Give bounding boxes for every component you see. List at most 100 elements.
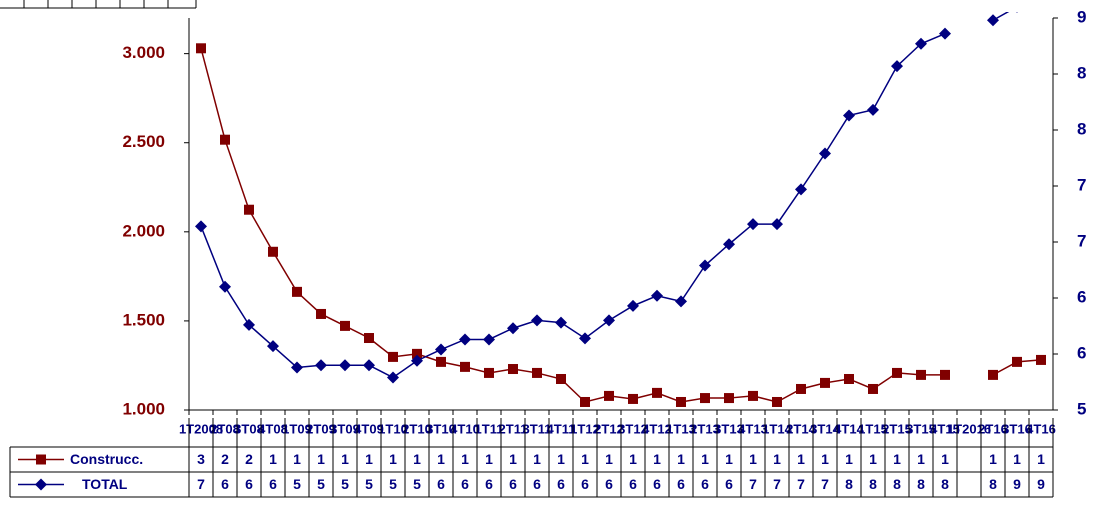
table-cell: 1: [509, 451, 517, 467]
data-point: [555, 316, 567, 329]
table-cell: 6: [461, 476, 469, 492]
legend-label: Construcc.: [70, 451, 143, 467]
data-point: [196, 43, 206, 54]
table-cell: 3: [197, 451, 205, 467]
x-tick-label: 2T10: [402, 421, 432, 436]
data-point: [315, 359, 327, 372]
table-cell: 7: [197, 476, 205, 492]
table-cell: 6: [581, 476, 589, 492]
table-cell: 1: [437, 451, 445, 467]
x-tick-label: 3T08: [234, 421, 264, 436]
table-cell: 1: [293, 451, 301, 467]
data-point: [700, 393, 710, 404]
y2-tick-label: 7: [1077, 231, 1086, 250]
data-point: [580, 396, 590, 407]
data-point: [460, 361, 470, 372]
top-table-fragment: [0, 0, 197, 9]
data-point: [603, 314, 615, 327]
table-cell: 5: [341, 476, 349, 492]
x-tick-label: 2T15: [882, 421, 912, 436]
legend-marker: [35, 478, 47, 491]
table-cell: 7: [749, 476, 757, 492]
table-cell: 8: [845, 476, 853, 492]
legend-label: TOTAL: [82, 476, 128, 492]
table-cell: 6: [557, 476, 565, 492]
table-cell: 7: [797, 476, 805, 492]
table-cell: 1: [917, 451, 925, 467]
y2-tick-label: 6: [1077, 287, 1086, 306]
table-cell: 6: [437, 476, 445, 492]
table-cell: 1: [389, 451, 397, 467]
data-point: [987, 14, 999, 27]
data-point: [916, 369, 926, 380]
data-point: [843, 109, 855, 122]
legend-marker: [36, 454, 46, 465]
table-cell: 1: [1013, 451, 1021, 467]
table-cell: 8: [917, 476, 925, 492]
table-cell: 6: [677, 476, 685, 492]
table-cell: 6: [701, 476, 709, 492]
table-cell: 1: [725, 451, 733, 467]
data-point: [316, 308, 326, 319]
x-tick-label: 1T14: [762, 421, 792, 436]
table-cell: 2: [221, 451, 229, 467]
x-tick-label: 3T14: [810, 421, 840, 436]
x-tick-label: 4T09: [354, 421, 384, 436]
table-cell: 1: [749, 451, 757, 467]
table-cell: 6: [605, 476, 613, 492]
table-cell: 5: [293, 476, 301, 492]
y2-tick-label: 6: [1077, 343, 1086, 362]
data-point: [867, 103, 879, 116]
x-tick-label: 4T15: [930, 421, 960, 436]
x-tick-label: 3T16: [1002, 421, 1032, 436]
table-cell: 1: [461, 451, 469, 467]
data-point: [459, 333, 471, 346]
data-point: [411, 354, 423, 367]
table-cell: 9: [1037, 476, 1045, 492]
data-point: [1035, 0, 1047, 7]
data-point: [195, 220, 207, 233]
table-cell: 6: [245, 476, 253, 492]
x-tick-label: 2T16: [978, 421, 1008, 436]
table-cell: 1: [989, 451, 997, 467]
table-cell: 5: [317, 476, 325, 492]
table-cell: 8: [869, 476, 877, 492]
data-point: [292, 286, 302, 297]
x-tick-label: 2T09: [306, 421, 336, 436]
data-point: [940, 369, 950, 380]
table-cell: 8: [893, 476, 901, 492]
table-cell: 1: [485, 451, 493, 467]
table-cell: 5: [365, 476, 373, 492]
x-tick-label: 3T11: [523, 421, 552, 436]
data-point: [939, 27, 951, 40]
table-cell: 1: [653, 451, 661, 467]
data-point: [627, 299, 639, 312]
x-tick-label: 2T14: [786, 421, 816, 436]
table-cell: 1: [677, 451, 685, 467]
data-point: [820, 377, 830, 388]
table-cell: 1: [557, 451, 565, 467]
table-cell: 1: [317, 451, 325, 467]
table-cell: 6: [725, 476, 733, 492]
table-cell: 6: [485, 476, 493, 492]
y2-tick-label: 5: [1077, 399, 1086, 418]
x-tick-label: 2T08: [210, 421, 240, 436]
data-point: [436, 356, 446, 367]
data-point: [748, 390, 758, 401]
data-point: [604, 390, 614, 401]
data-point: [412, 348, 422, 359]
data-point: [387, 371, 399, 384]
table-cell: 6: [533, 476, 541, 492]
table-cell: 1: [1037, 451, 1045, 467]
table-cell: 1: [701, 451, 709, 467]
data-point: [220, 134, 230, 145]
x-tick-label: 1T11: [475, 421, 504, 436]
table-cell: 6: [509, 476, 517, 492]
data-point: [891, 60, 903, 73]
table-cell: 6: [221, 476, 229, 492]
x-tick-label: 3T12: [618, 421, 648, 436]
table-cell: 1: [413, 451, 421, 467]
data-point: [483, 333, 495, 346]
data-point: [1012, 356, 1022, 367]
data-point: [747, 218, 759, 231]
